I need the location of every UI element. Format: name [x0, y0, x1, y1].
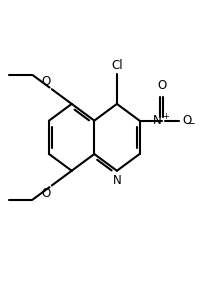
Text: O: O	[41, 75, 51, 88]
Text: O: O	[183, 114, 192, 127]
Text: N: N	[112, 174, 121, 186]
Text: O: O	[41, 186, 51, 200]
Text: −: −	[187, 119, 196, 129]
Text: $\mathregular{N^+}$: $\mathregular{N^+}$	[153, 113, 171, 128]
Text: O: O	[157, 79, 166, 92]
Text: Cl: Cl	[111, 59, 123, 72]
